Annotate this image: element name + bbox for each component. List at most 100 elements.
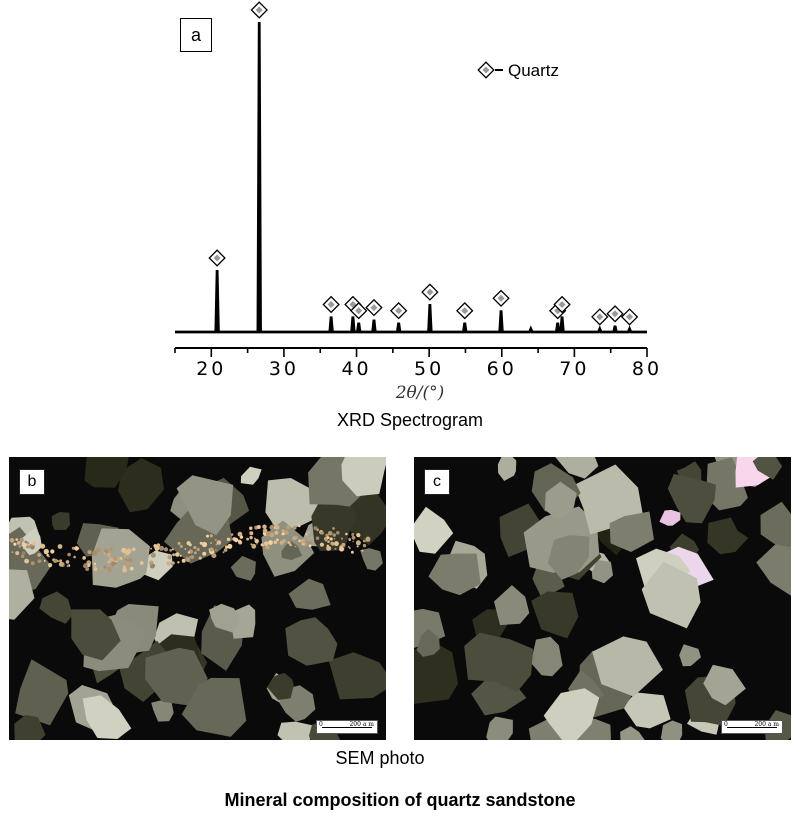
sem-photo-b-cement-grain [22,547,25,550]
sem-photo-b-cement-grain [348,537,351,540]
sem-photo-b-grain [277,721,315,740]
sem-photo-b-cement-grain [106,566,112,572]
sem-photo-b-cement-grain [150,547,153,550]
sem-photo-c-grain [667,473,716,524]
sem-photo-c-grain [592,636,663,697]
sem-photo-b-cement-grain [104,548,109,554]
sem-photo-b-cement-grain [315,536,320,540]
sem-photo-b-cement-grain [175,552,180,557]
sem-photo-b-cement-grain [21,551,26,555]
sem-photo-b-cement-grain [50,549,55,554]
sem-photo-b-cement-grain [59,559,63,563]
photo-label-b: b [19,469,45,495]
xrd-chart: 20 30 40 50 60 70 80 2θ/(°) Quartz [174,1,662,403]
sem-photo-b-cement-grain [30,561,35,566]
sem-photo-b-cement-grain [214,538,217,542]
sem-photo-b-cement-grain [356,545,359,548]
legend-quartz-label: Quartz [508,61,559,80]
x-tick-label-70: 70 [559,358,589,380]
sem-photo-b-grain [151,699,174,722]
sem-photo-b-cement-grain [106,552,112,558]
sem-photo-b-cement-grain [246,537,250,541]
quartz-peak-marker-4-core [355,307,363,315]
sem-photo-b-grain [267,672,294,700]
sem-photo-b-image [9,457,386,740]
sem-photo-b-cement-grain [190,555,195,559]
sem-photo-b-cement-grain [92,550,98,556]
sem-photo-b-cement-grain [326,536,330,540]
sem-photo-b-cement-grain [187,551,191,554]
sem-photo-b-cement-grain [37,559,42,563]
sem-photo-b-cement-grain [167,555,172,560]
sem-photo-b-cement-grain [193,546,197,549]
sem-photo-b-cement-grain [250,543,253,546]
quartz-peak-marker-0-core [213,254,221,262]
sem-photo-b-cement-grain [85,567,90,571]
sem-photo-b-grain [181,677,247,737]
sem-photo-b-cement-grain [30,546,35,550]
sem-photo-b-cement-grain [362,543,367,548]
sem-photo-b-cement-grain [184,548,187,550]
sem-photo-b-grain [209,603,241,633]
x-tick-label-20: 20 [196,358,226,380]
sem-photo-b-grain [288,578,331,610]
quartz-peak-marker-5-core [370,304,378,312]
sem-photo-b-cement-grain [149,560,154,566]
sem-photo-b-cement-grain [237,531,243,537]
xrd-caption: XRD Spectrogram [336,410,484,430]
quartz-peak-marker-12-core [558,300,566,309]
sem-photo-c-grain [543,688,600,740]
sem-photo-c-grain [609,511,654,552]
sem-photo-b-cement-grain [43,548,49,555]
sem-photo-b-cement-grain [189,556,191,559]
sem-photo-b-cement-grain [263,541,269,546]
sem-photo-b-cement-grain [281,529,285,532]
sem-photo-b-cement-grain [333,537,336,540]
x-tick-label-80: 80 [632,358,662,380]
sem-photo-c: c 0 200 a m [414,457,791,740]
sem-photo-b-cement-grain [347,545,350,548]
sem-photo-b-cement-grain [301,542,305,546]
sem-photo-b-cement-grain [58,561,64,567]
sem-photo-b-cement-grain [196,547,200,552]
sem-photo-b-cement-grain [201,541,208,548]
sem-photo-c-grain [544,481,577,519]
sem-photo-b-cement-grain [283,530,289,535]
sem-photo-c-grain [531,591,579,639]
sem-photo-b-cement-grain [65,560,70,564]
sem-photo-b-cement-grain [43,559,46,562]
sem-photo-b-cement-grain [37,553,41,557]
sem-photo-b-cement-grain [57,544,63,549]
sem-photo-b-cement-grain [193,551,197,555]
sem-photo-b-cement-grain [216,540,222,545]
sem-photo-b-cement-grain [107,549,110,551]
sem-photo-b-cement-grain [366,536,370,541]
sem-photo-b-cement-grain [163,547,169,552]
sem-photo-b-cement-grain [71,546,75,550]
sem-photo-b-cement-grain [181,558,186,563]
sem-photo-b-cement-grain [82,556,86,560]
sem-photo-c-grain [679,644,701,667]
sem-photo-b-grain [21,527,42,556]
photo-label-b-text: b [27,473,37,490]
sem-photo-b-cement-grain [179,544,183,548]
sem-photo-b-cement-grain [276,538,279,542]
scale-bar-c-text: 200 a m [754,721,779,728]
sem-photo-c-grain [428,553,481,596]
sem-photo-b-cement-grain [273,540,278,545]
sem-photo-b-cement-grain [117,557,121,561]
sem-photo-b-cement-grain [269,532,275,538]
sem-photo-b-grain [341,457,386,497]
quartz-peak-marker-9-core [497,294,505,302]
sem-photo-b-cement-grain [210,542,212,544]
sem-photo-b-cement-grain [67,552,71,557]
sem-photo-b-cement-grain [206,534,209,538]
sem-photo-b-cement-grain [154,545,160,551]
sem-photo-b-cement-grain [124,550,130,556]
sem-photo-b-grain [231,604,256,639]
sem-photo-b-cement-grain [333,541,339,547]
sem-photo-b-cement-grain [177,561,180,564]
sem-photo-b-cement-grain [265,531,271,537]
sem-photo-c-grain [703,664,746,706]
sem-photo-b-cement-grain [226,537,231,541]
